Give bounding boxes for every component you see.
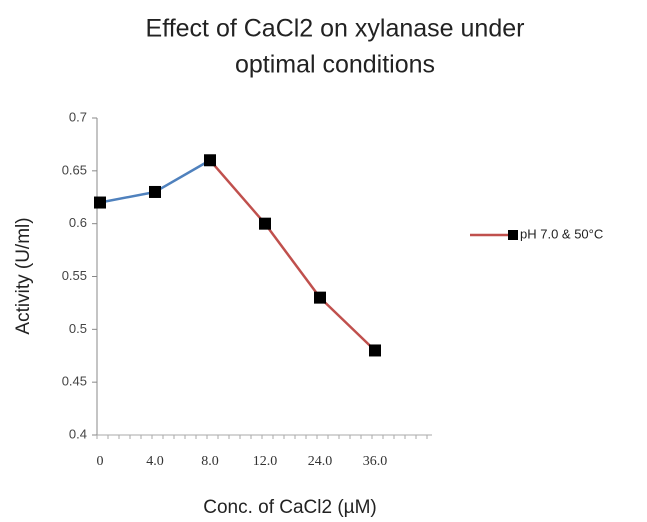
- legend-label: pH 7.0 & 50°C: [520, 226, 603, 241]
- legend-marker: [508, 230, 518, 240]
- chart-title: optimal conditions: [235, 51, 435, 79]
- marker: [204, 154, 216, 167]
- y-tick-label: 0.7: [69, 109, 87, 124]
- x-axis-label: Conc. of CaCl2 (µM): [203, 497, 377, 518]
- line-segment: [263, 222, 322, 299]
- x-tick-label: 4.0: [146, 454, 164, 469]
- x-tick-label: 24.0: [308, 454, 333, 469]
- marker: [94, 196, 106, 209]
- x-tick-label: 8.0: [201, 454, 219, 469]
- y-tick-label: 0.65: [62, 162, 87, 177]
- marker: [149, 185, 161, 198]
- x-tick-label: 36.0: [363, 454, 388, 469]
- marker: [369, 344, 381, 357]
- line-segment: [99, 190, 156, 204]
- chart-title: Effect of CaCl2 on xylanase under: [146, 15, 525, 43]
- y-tick-label: 0.45: [62, 374, 87, 389]
- marker: [259, 217, 271, 230]
- y-tick-label: 0.4: [69, 426, 87, 441]
- y-tick-label: 0.6: [69, 215, 87, 230]
- y-axis-label: Activity (U/ml): [13, 217, 34, 334]
- line-segment: [319, 296, 376, 352]
- y-tick-label: 0.5: [69, 321, 87, 336]
- x-tick-label: 0: [97, 454, 104, 469]
- marker: [314, 291, 326, 304]
- line-segment: [154, 159, 211, 194]
- line-segment: [209, 159, 266, 225]
- x-tick-label: 12.0: [253, 454, 278, 469]
- y-tick-label: 0.55: [62, 268, 87, 283]
